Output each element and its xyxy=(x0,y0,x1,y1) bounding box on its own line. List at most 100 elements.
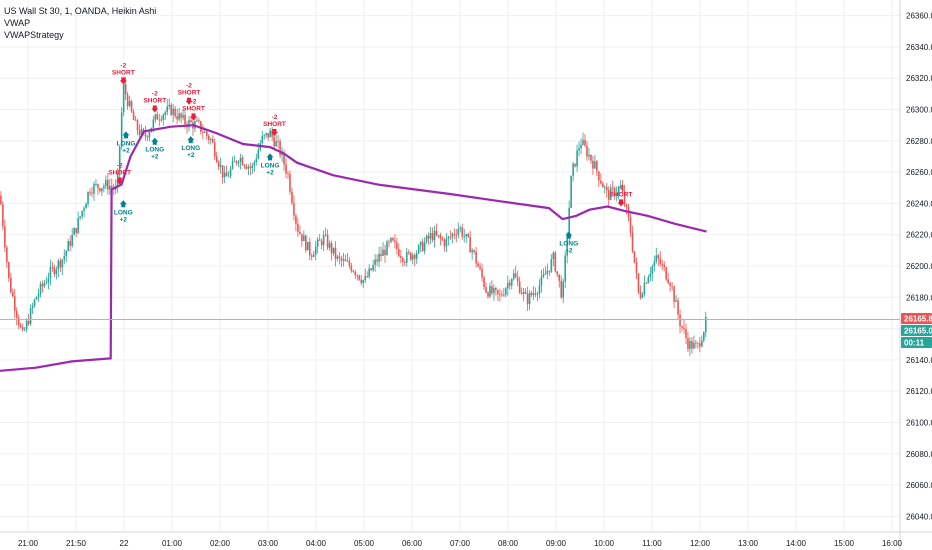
candle-body xyxy=(386,241,388,256)
candle-body xyxy=(10,277,12,293)
long-signal-label: LONG xyxy=(559,241,578,248)
indicator-strategy-label[interactable]: VWAPStrategy xyxy=(4,30,64,40)
vwap-line-layer xyxy=(0,124,900,372)
candle-body xyxy=(239,157,242,163)
y-tick-label: 26060.0 xyxy=(906,481,932,490)
candle-body xyxy=(15,310,18,318)
candle-body xyxy=(190,120,192,123)
candle-body xyxy=(495,287,497,291)
candle-body xyxy=(164,112,167,116)
candle-body xyxy=(703,332,705,341)
candle-body xyxy=(2,204,4,227)
candle-body xyxy=(63,255,66,260)
candle-body xyxy=(136,120,139,131)
long-signal-qty: +2 xyxy=(266,169,274,176)
candle-body xyxy=(641,294,644,298)
candle-body xyxy=(247,166,250,169)
candle-body xyxy=(455,234,458,236)
candle-body xyxy=(679,314,681,327)
candle-body xyxy=(510,279,513,286)
candle-body xyxy=(144,132,147,137)
candle-body xyxy=(572,163,574,176)
candle-body xyxy=(518,281,521,293)
candle-body xyxy=(673,286,675,302)
candle-body xyxy=(402,257,404,262)
candle-body xyxy=(221,165,224,178)
candle-body xyxy=(233,161,236,162)
grid xyxy=(0,0,900,532)
candle-body xyxy=(378,253,380,262)
candle-body xyxy=(245,166,248,169)
candle-body xyxy=(83,208,85,211)
candle-body xyxy=(528,292,531,305)
candle-body xyxy=(118,146,121,173)
x-tick-label: 03:00 xyxy=(258,539,279,548)
candle-body xyxy=(158,119,161,121)
candle-body xyxy=(295,215,297,224)
candle-body xyxy=(667,279,669,284)
candle-body xyxy=(493,287,495,294)
candle-body xyxy=(305,235,307,251)
candle-body xyxy=(447,236,450,239)
candle-body xyxy=(73,228,75,235)
candle-body xyxy=(124,84,127,95)
candle-body xyxy=(607,190,610,200)
candle-body xyxy=(65,251,68,256)
candle-body xyxy=(314,246,317,255)
candle-body xyxy=(271,130,273,137)
y-tick-label: 26100.0 xyxy=(906,418,932,427)
indicator-vwap-label[interactable]: VWAP xyxy=(4,18,31,28)
candle-body xyxy=(172,108,174,115)
candle-body xyxy=(459,227,462,229)
candle-body xyxy=(182,114,184,118)
candle-body xyxy=(200,121,202,132)
candle-body xyxy=(380,253,382,256)
short-arrow-icon xyxy=(271,129,278,136)
long-arrow-icon xyxy=(187,136,195,144)
candle-body xyxy=(154,114,157,120)
candle-body xyxy=(130,100,133,112)
candle-body xyxy=(467,233,469,237)
candle-body xyxy=(110,185,113,188)
candle-body xyxy=(122,84,125,113)
candle-body xyxy=(67,241,70,252)
candle-body xyxy=(19,324,22,327)
candle-body xyxy=(691,340,693,349)
candle-body xyxy=(590,154,592,161)
candle-body xyxy=(457,228,460,236)
short-signal-qty: -2 xyxy=(120,62,126,69)
candle-body xyxy=(689,340,691,349)
candle-body xyxy=(354,271,357,276)
price-tag-green: 26165.0 xyxy=(904,327,932,336)
candle-body xyxy=(526,293,529,305)
candle-body xyxy=(619,185,622,188)
candle-body xyxy=(499,294,501,295)
candle-body xyxy=(417,245,420,254)
candle-body xyxy=(336,256,339,259)
candle-body xyxy=(637,273,640,292)
candle-body xyxy=(661,264,664,266)
candle-body xyxy=(293,203,295,216)
candle-body xyxy=(299,231,301,234)
candle-body xyxy=(364,276,367,281)
candle-body xyxy=(160,119,163,121)
candle-body xyxy=(61,259,64,268)
candle-body xyxy=(291,191,293,204)
candle-body xyxy=(617,187,620,194)
candle-body xyxy=(91,192,93,194)
candle-body xyxy=(651,266,654,274)
symbol-title: US Wall St 30, 1, OANDA, Heikin Ashi xyxy=(4,6,157,16)
candle-body xyxy=(685,329,687,338)
candle-body xyxy=(514,273,517,278)
candle-body xyxy=(57,260,60,270)
candle-body xyxy=(43,283,46,287)
long-signal-label: LONG xyxy=(145,147,164,154)
candle-body xyxy=(481,268,483,278)
candle-body xyxy=(23,329,26,331)
y-tick-label: 26140.0 xyxy=(906,356,932,365)
y-tick-label: 26220.0 xyxy=(906,231,932,240)
candle-body xyxy=(332,247,335,254)
candle-body xyxy=(421,241,424,251)
